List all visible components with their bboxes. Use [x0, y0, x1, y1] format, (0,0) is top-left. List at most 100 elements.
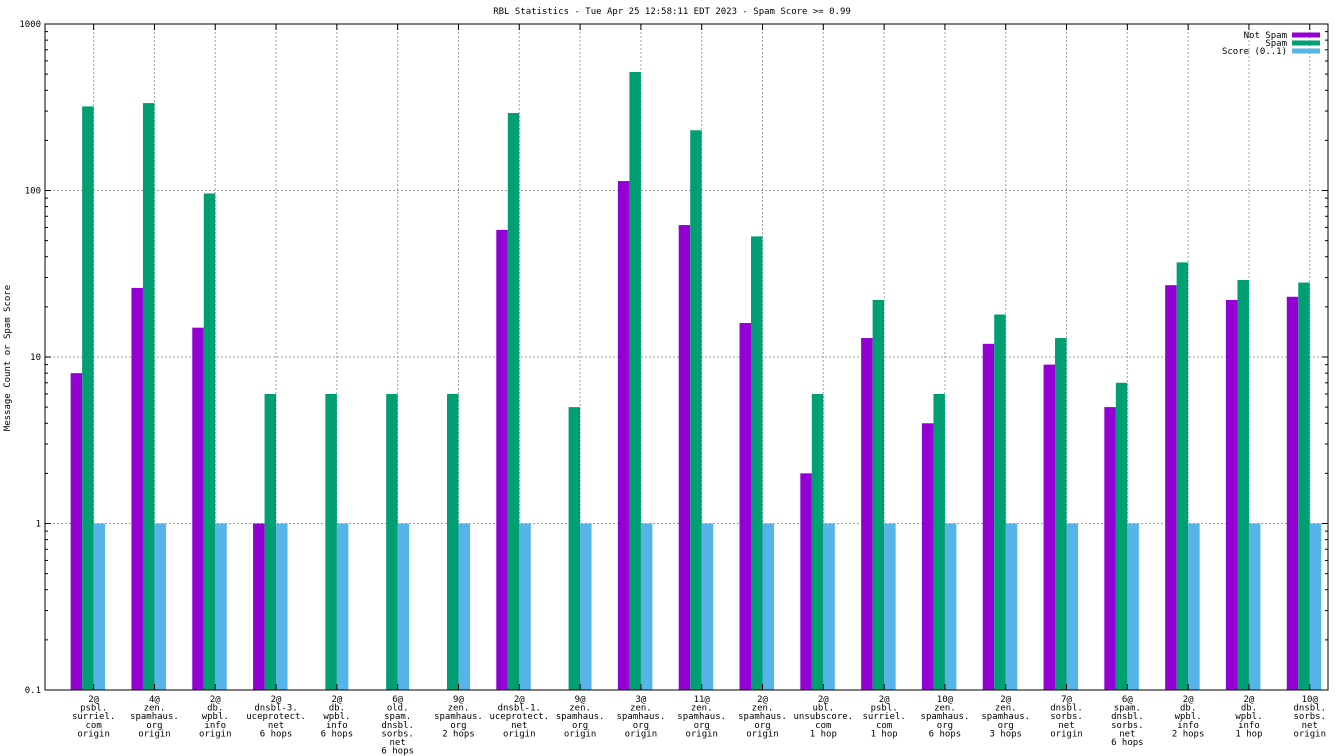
x-tick-label-line: com	[86, 721, 102, 731]
x-tick-label-line: psbl.	[871, 704, 898, 714]
x-tick-label-line: old.	[387, 704, 409, 714]
x-tick-label: 6@ old. spam. dnsbl. sorbs. net 6 hops	[381, 695, 414, 756]
bar	[446, 393, 459, 690]
x-tick-label-line: info	[1177, 721, 1199, 731]
x-tick-label-line: info	[204, 721, 226, 731]
x-tick-label-line: 2@	[88, 695, 99, 705]
legend-label: Score (0..1)	[1222, 47, 1287, 57]
x-tick-label-line: 6 hops	[381, 747, 414, 756]
y-tick-label: 100	[25, 187, 41, 197]
bar	[1066, 523, 1079, 690]
x-tick-label-line: dnsbl.	[1294, 704, 1327, 714]
plot-frame	[44, 23, 1329, 691]
x-tick-label-line: 2@	[1183, 695, 1194, 705]
bar	[1043, 364, 1056, 690]
x-tick-label-line: info	[326, 721, 348, 731]
x-tick-label-line: surriel.	[72, 712, 115, 722]
x-tick-label: 7@ dnsbl. sorbs. net origin	[1050, 695, 1083, 739]
x-tick-label-line: origin	[503, 729, 536, 739]
bar	[1165, 285, 1177, 690]
bar	[276, 523, 288, 690]
x-tick-label-line: sorbs.	[381, 729, 414, 739]
x-tick-label: 2@ zen. spamhaus. org 3 hops	[981, 695, 1030, 739]
x-tick-label-line: spamhaus.	[921, 712, 970, 722]
bar	[762, 523, 775, 690]
x-tick-label-line: 9@	[453, 695, 464, 705]
x-tick-label-line: spamhaus.	[434, 712, 483, 722]
x-tick-label-line: wpbl.	[323, 712, 350, 722]
y-axis-label: Message Count or Spam Score	[3, 285, 13, 431]
x-tick-label-line: origin	[138, 729, 171, 739]
x-tick-label-line: 2@	[1244, 695, 1255, 705]
bar	[386, 393, 398, 690]
bar	[1115, 382, 1128, 690]
x-tick-label-line: org	[998, 721, 1014, 731]
bar	[872, 299, 885, 690]
legend-swatch	[1292, 40, 1320, 46]
x-tick-label-line: 6@	[392, 695, 403, 705]
x-tick-label: 2@ zen. spamhaus. org origin	[738, 695, 787, 739]
x-tick-label-line: dnsbl.	[381, 721, 414, 731]
x-tick-label-line: org	[694, 721, 710, 731]
x-tick-label-line: origin	[685, 729, 718, 739]
x-tick-label-line: zen.	[448, 704, 470, 714]
chart-title: RBL Statistics - Tue Apr 25 12:58:11 EDT…	[493, 7, 851, 17]
x-tick-label-line: 2@	[1000, 695, 1011, 705]
x-tick-label-line: surriel.	[862, 712, 905, 722]
x-tick-label-line: 6 hops	[260, 729, 293, 739]
x-tick-label: 11@ zen. spamhaus. org origin	[677, 695, 726, 739]
x-tick-label-line: org	[937, 721, 953, 731]
bar	[192, 327, 204, 690]
x-tick-label: 2@ ubl. unsubscore. com 1 hop	[794, 695, 854, 739]
x-tick-label-line: psbl.	[80, 704, 107, 714]
x-tick-label-line: 1 hop	[810, 729, 837, 739]
x-tick-label: 10@ dnsbl. sorbs. net origin	[1294, 695, 1327, 739]
bar	[203, 193, 216, 690]
bar	[1237, 280, 1249, 690]
x-tick-label-line: spam.	[1114, 704, 1141, 714]
bar	[325, 393, 337, 690]
x-tick-label-line: db.	[207, 704, 223, 714]
x-tick-label-line: db.	[1241, 704, 1257, 714]
bar	[580, 523, 592, 690]
x-tick-label-line: net	[1302, 721, 1318, 731]
y-tick-label: 10	[30, 353, 41, 363]
x-tick-label-line: org	[450, 721, 466, 731]
x-tick-label-line: dnsbl.	[1050, 704, 1083, 714]
bar	[82, 106, 94, 691]
bar	[131, 287, 143, 690]
x-tick-label-line: dnsbl-1.	[498, 704, 541, 714]
x-tick-label-line: org	[633, 721, 649, 731]
x-tick-label-line: org	[754, 721, 770, 731]
x-tick-label: 2@ db. wpbl. info 2 hops	[1172, 695, 1205, 739]
bar	[811, 393, 824, 690]
x-tick-label: 9@ zen. spamhaus. org 2 hops	[434, 695, 483, 739]
bar	[1298, 282, 1310, 690]
bar	[640, 523, 653, 690]
x-tick-label-line: 2@	[271, 695, 282, 705]
x-tick-label-line: uceprotect.	[246, 712, 306, 722]
x-tick-label-line: sorbs.	[1294, 712, 1327, 722]
x-tick-label-line: spamhaus.	[556, 712, 605, 722]
x-tick-label-line: spamhaus.	[738, 712, 787, 722]
bar	[253, 523, 265, 690]
x-tick-label-line: spamhaus.	[981, 712, 1030, 722]
y-tick-label: 1	[36, 520, 41, 530]
bar	[800, 473, 812, 690]
bar	[1309, 523, 1322, 690]
x-tick-label-line: spamhaus.	[130, 712, 179, 722]
bar	[690, 130, 702, 690]
x-tick-label-line: info	[1238, 721, 1260, 731]
x-tick-label-line: zen.	[630, 704, 652, 714]
x-tick-label-line: db.	[329, 704, 345, 714]
bars-layer	[70, 71, 1322, 691]
legend-label: Not Spam	[1244, 31, 1287, 41]
x-tick-label: 9@ zen. spamhaus. org origin	[556, 695, 605, 739]
bar	[933, 393, 945, 690]
x-tick-label-line: 1 hop	[1235, 729, 1262, 739]
x-tick-label: 2@ psbl. surriel. com 1 hop	[862, 695, 905, 739]
bar	[861, 338, 873, 690]
